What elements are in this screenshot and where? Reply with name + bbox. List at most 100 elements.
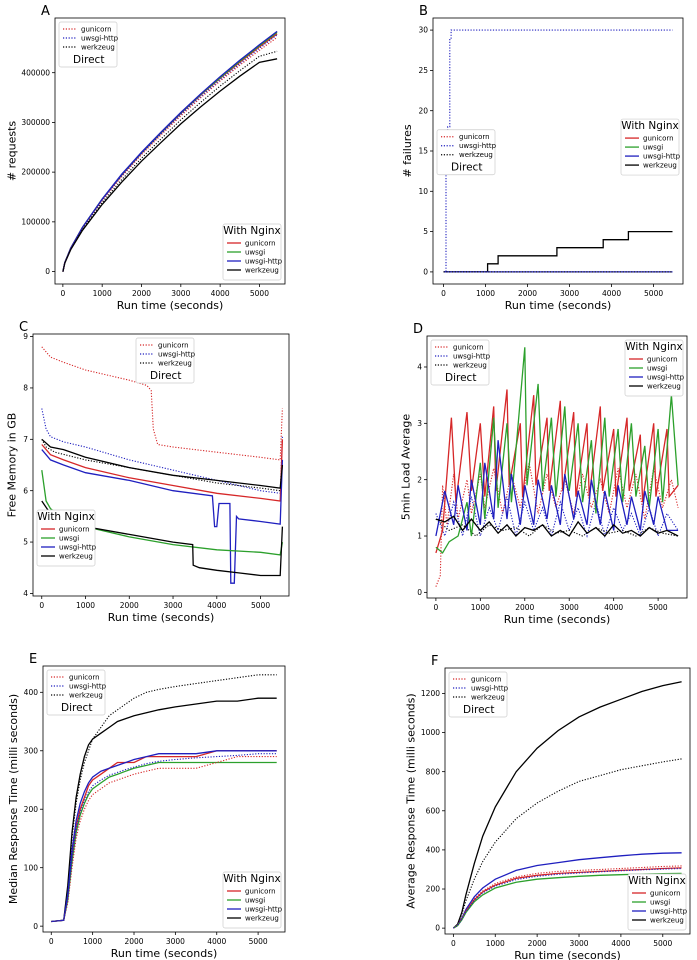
panel-b-xtick-label: 1000	[476, 289, 495, 298]
panel-e-ytick-label: 400	[24, 688, 39, 697]
panel-b-legend-nginx: With Nginx gunicornuwsgiuwsgi-httpwerkzeu…	[620, 118, 681, 176]
panel-e-legend-direct-label-werkzeug: werkzeug	[69, 691, 103, 699]
panel-d-series	[435, 347, 679, 587]
panel-b: 0 1000 2000 3000 4000 5000 0 5 10 15 20 25 30 Run tim…	[401, 4, 684, 312]
panel-d-legend-direct-box	[430, 339, 490, 386]
panel-b-legend-nginx-label-uwsgi-http: uwsgi-http	[643, 152, 681, 160]
panel-c-xtick-label: 0	[39, 601, 44, 610]
panel-d-legend-nginx-label-werkzeug: werkzeug	[647, 382, 681, 390]
panel-b-ytick-label: 0	[423, 268, 428, 277]
panel-b-ytick-label: 20	[418, 106, 428, 115]
panel-f-ylabel: Average Response Time (milli seconds)	[404, 693, 417, 908]
panel-c-line-gunicorn-dotted	[41, 346, 283, 461]
panel-d-legend-direct-label-werkzeug: werkzeug	[453, 361, 487, 369]
panel-a-legend-direct-box	[58, 21, 118, 68]
panel-a-legend-direct-label-gunicorn: gunicorn	[81, 25, 112, 33]
panel-d-ytick-label: 4	[417, 363, 422, 372]
panel-f-legend-nginx-label-uwsgi: uwsgi	[650, 898, 670, 906]
panel-f-legend-nginx-box	[627, 873, 687, 931]
panel-f-xtick-label: 2000	[528, 939, 547, 948]
panel-b-xtick-label: 3000	[560, 289, 579, 298]
panel-d-legend-nginx-title: With Nginx	[625, 341, 682, 353]
panel-f-xtick-label: 5000	[653, 939, 672, 948]
panel-f-letter: F	[431, 654, 438, 669]
panel-d: 0 1000 2000 3000 4000 5000 0 1 2 3 4 Run time (seco…	[400, 322, 688, 626]
panel-c-legend-nginx-label-gunicorn: gunicorn	[59, 525, 90, 533]
panel-a-legend-nginx-label-uwsgi-http: uwsgi-http	[245, 257, 283, 265]
panel-f-legend-direct-label-werkzeug: werkzeug	[471, 693, 505, 701]
panel-b-series	[443, 29, 673, 273]
panel-f-ytick-label: 600	[426, 806, 441, 815]
panel-a-xtick-label: 4000	[211, 289, 230, 298]
panel-a-ytick-label: 100000	[21, 217, 50, 226]
panel-d-legend-nginx-label-uwsgi: uwsgi	[647, 364, 667, 372]
panel-a-line-werkzeug-solid	[62, 58, 278, 272]
panel-a-xtick-label: 3000	[171, 289, 190, 298]
panel-c-xlabel: Run time (seconds)	[108, 611, 214, 624]
panel-a-legend-direct-title: Direct	[73, 54, 104, 66]
panel-a-xtick-label: 1000	[93, 289, 112, 298]
panel-b-legend-direct-box	[436, 129, 496, 176]
panel-b-legend-direct-label-gunicorn: gunicorn	[459, 133, 490, 141]
panel-e-xlabel: Run time (seconds)	[111, 947, 217, 960]
panel-a-ylabel: # requests	[6, 121, 19, 182]
panel-e-ytick-label: 100	[24, 863, 39, 872]
panel-c-xtick-label: 4000	[207, 601, 226, 610]
panel-a-xtick-label: 0	[60, 289, 65, 298]
panel-f-legend-direct-label-gunicorn: gunicorn	[471, 675, 502, 683]
panel-f-xtick-label: 4000	[611, 939, 630, 948]
panel-f-xlabel: Run time (seconds)	[514, 949, 620, 960]
panel-f-line-werkzeug-dotted	[453, 758, 682, 929]
panel-a-series	[62, 30, 278, 272]
panel-c-ylabel: Free Memory in GB	[6, 413, 19, 518]
panel-e: 0 1000 2000 3000 4000 5000 0 100 200 300 400 Run ti…	[7, 652, 286, 960]
panel-c-line-uwsgi-solid	[41, 470, 284, 556]
panel-e-legend-nginx: With Nginx gunicornuwsgiuwsgi-httpwerkzeu…	[222, 871, 283, 929]
panel-b-xtick-label: 5000	[644, 289, 663, 298]
panel-c-ytick-label: 5	[23, 538, 28, 547]
panel-d-legend-nginx: With Nginx gunicornuwsgiuwsgi-httpwerkzeu…	[624, 339, 685, 397]
panel-e-legend-nginx-label-werkzeug: werkzeug	[245, 914, 279, 922]
panel-d-line-gunicorn-solid	[435, 389, 679, 554]
panel-e-line-werkzeug-solid	[51, 697, 277, 923]
panel-d-xtick-label: 3000	[560, 603, 579, 612]
panel-f-legend-direct-label-uwsgi-http: uwsgi-http	[471, 684, 509, 692]
panel-d-legend-direct-label-uwsgi-http: uwsgi-http	[453, 352, 491, 360]
panel-a-legend-nginx-label-gunicorn: gunicorn	[245, 239, 276, 247]
panel-e-xtick-label: 5000	[249, 937, 268, 946]
panel-a-legend-direct-label-uwsgi-http: uwsgi-http	[81, 34, 119, 42]
panel-e-legend-direct-label-uwsgi-http: uwsgi-http	[69, 682, 107, 690]
panel-c-line-uwsgi-http-solid	[41, 449, 284, 584]
panel-c-legend-nginx-label-werkzeug: werkzeug	[59, 552, 93, 560]
panel-b-legend-direct-label-uwsgi-http: uwsgi-http	[459, 142, 497, 150]
panel-b-ytick-label: 15	[418, 147, 428, 156]
panel-b-ytick-label: 25	[418, 66, 428, 75]
panel-d-legend-direct-title: Direct	[445, 372, 476, 384]
panel-f-xtick-label: 1000	[486, 939, 505, 948]
panel-d-line-uwsgi-http-dotted	[435, 496, 679, 539]
panel-c-line-werkzeug-solid	[41, 438, 284, 489]
panel-b-legend-nginx-label-uwsgi: uwsgi	[643, 143, 663, 151]
panel-c-legend-direct-label-uwsgi-http: uwsgi-http	[158, 350, 196, 358]
panel-f-ytick-label: 1200	[421, 689, 440, 698]
panel-a-frame	[54, 17, 286, 285]
panel-d-ytick-label: 3	[417, 419, 422, 428]
panel-f-frame	[444, 667, 691, 935]
panel-e-line-werkzeug-dotted	[51, 674, 277, 923]
panel-b-ylabel: # failures	[401, 124, 414, 177]
panel-d-line-uwsgi-solid	[435, 347, 679, 554]
panel-e-xtick-label: 0	[49, 937, 54, 946]
panel-c-legend-direct-label-gunicorn: gunicorn	[158, 341, 189, 349]
panel-c-ytick-label: 9	[23, 332, 28, 341]
panel-a-xtick-label: 5000	[250, 289, 269, 298]
panel-a-legend-direct-label-werkzeug: werkzeug	[81, 43, 115, 51]
panel-f-line-werkzeug-solid	[452, 681, 682, 929]
panel-c-legend-nginx: With Nginx gunicornuwsgiuwsgi-httpwerkzeu…	[36, 509, 97, 567]
panel-c-ytick-label: 4	[23, 589, 28, 598]
panel-c-ytick-label: 7	[23, 435, 28, 444]
